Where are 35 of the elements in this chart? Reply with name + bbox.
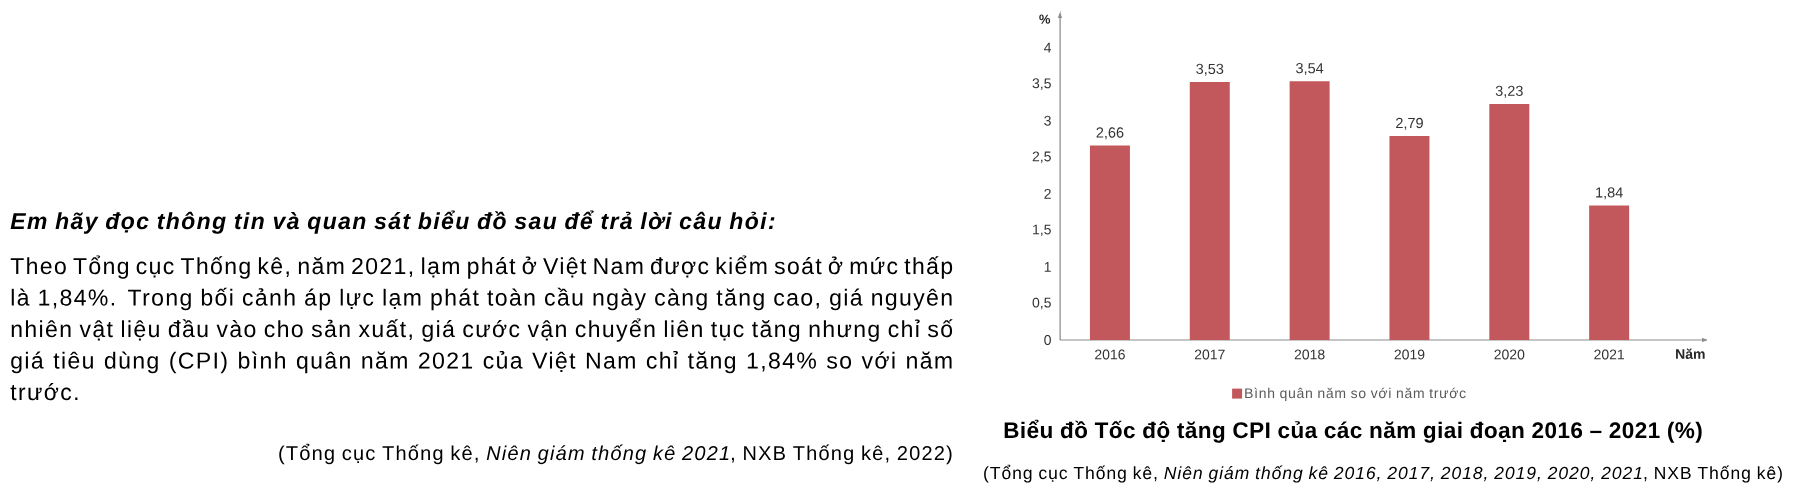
y-tick-label: 4 [1044,42,1052,53]
data-label: 3,23 [1495,85,1523,98]
x-tick-label: 2019 [1394,349,1425,360]
bar [1589,205,1630,340]
bar [1089,145,1130,340]
bar [1489,103,1530,340]
text: (Tổng cục Thống kê, Niên giám thống kê 2021, NXB Thống kê, 2022) [279,443,952,465]
y-tick-label: 0,5 [1032,297,1051,310]
data-label: 2,66 [1096,127,1124,140]
bar [1289,81,1330,340]
x-tick-label: 2018 [1294,349,1325,360]
text: (Tổng cục Thống kê, Niên giám thống kê 2016, 2017, 2018, 2019, 2020, 2021, NXB Thống kê) [984,464,1782,483]
x-tick-label: 2017 [1194,349,1225,360]
legend-label: Bình quân năm so với năm trước [1245,387,1466,401]
text: Em hãy đọc thông tin và quan sát biểu đồ sau để trả lời câu hỏi: [10,210,775,234]
y-tick-label: 0 [1044,335,1051,345]
x-tick-label: 2021 [1594,349,1625,360]
x-axis-title: Năm [1676,348,1705,359]
y-axis-title: % [1039,14,1051,24]
data-label: 3,53 [1196,63,1224,76]
y-tick-label: 1,5 [1033,224,1051,237]
y-tick-label: 3 [1044,115,1051,126]
text: Biểu đồ Tốc độ tăng CPI của các năm giai đoạn 2016 – 2021 (%) [1004,419,1702,443]
data-label: 1,84 [1596,187,1623,200]
bar [1189,81,1230,340]
data-label: 3,54 [1296,63,1324,76]
x-tick-label: 2016 [1095,349,1125,360]
data-label: 2,79 [1396,117,1423,130]
y-tick-label: 1 [1044,262,1051,272]
y-tick-label: 2 [1044,188,1051,199]
bar [1389,136,1430,340]
y-tick-label: 3,5 [1032,78,1051,90]
y-tick-label: 2,5 [1032,151,1051,164]
text: Theo Tổng cục Thống kê, năm 2021, lạm phát ở Việt Nam được kiểm soát ở mức thấp là 1,84%. Trong bối cảnh áp lực lạm phát toàn cầu ngày càng tăng cao, giá nguyên nhiên vật liệu đầu vào cho sản xuất, giá cước vận chuyển liên tục tăng nhưng chỉ số giá tiêu dùng (CPI) bình quân năm 2021 của Việt Nam chỉ tăng 1,84% so với năm trước. [10,255,953,401]
x-tick-label: 2020 [1494,349,1525,360]
